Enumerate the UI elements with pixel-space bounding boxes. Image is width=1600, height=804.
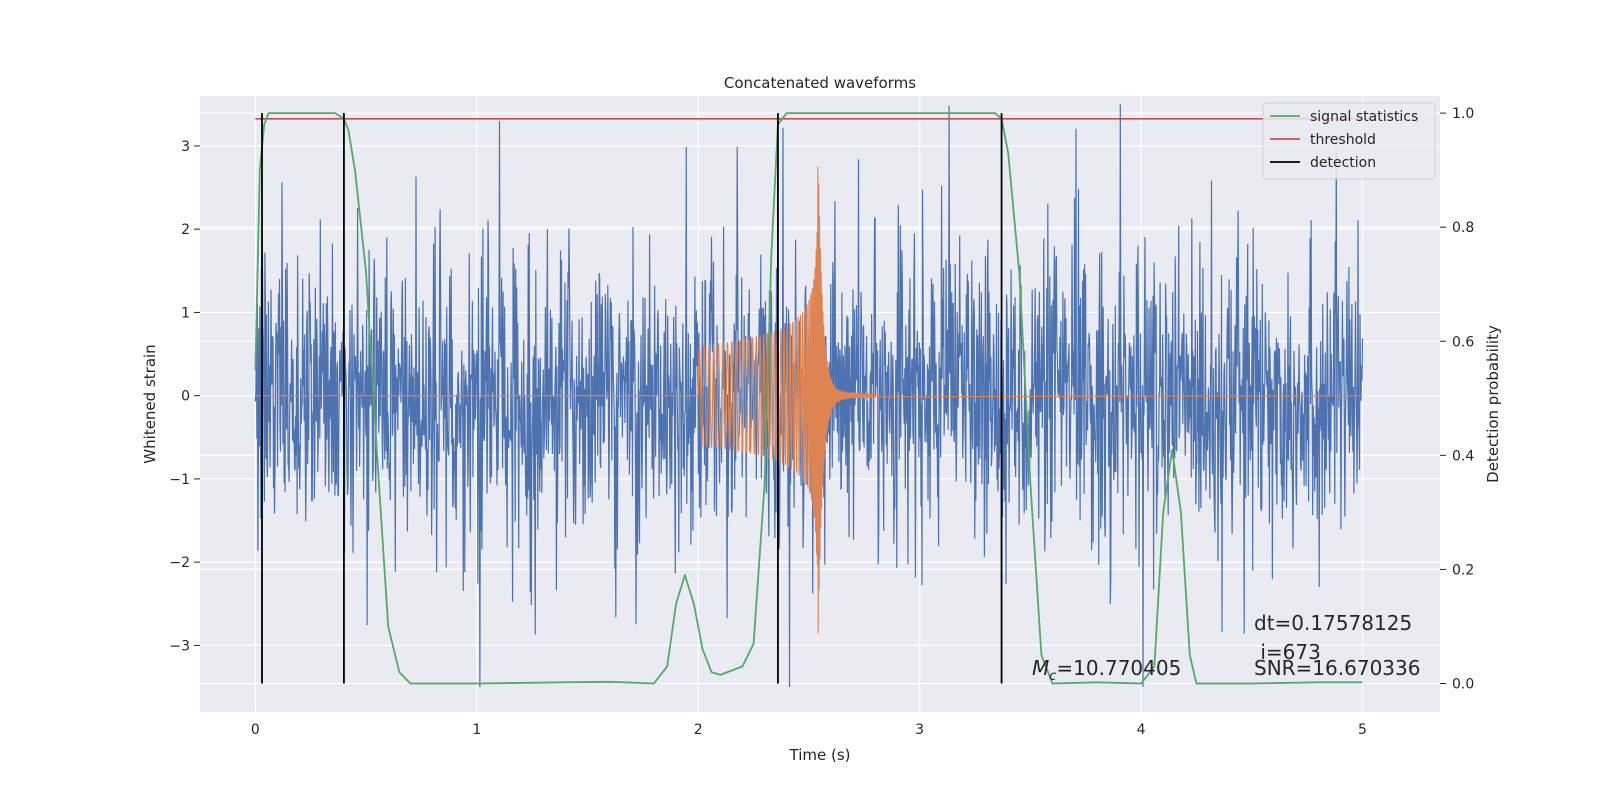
signal-statistics-line — [254, 112, 1363, 685]
y-right-tick-label: 0.0 — [1452, 676, 1474, 692]
chirp-mass-subscript: c — [1049, 669, 1056, 684]
x-tick-label: 1 — [472, 722, 481, 738]
legend-label-signal-statistics: signal statistics — [1310, 109, 1418, 125]
y-axis-label-left: Whitened strain — [141, 344, 159, 463]
x-tick-label: 4 — [1137, 722, 1146, 738]
legend-label-detection: detection — [1310, 155, 1376, 171]
axis-ticks: 0 1 2 3 4 5 −3 −2 −1 0 1 2 3 0.0 0.2 0.4 0.6 0.8 1.0 — [169, 106, 1474, 738]
y-left-tick-label: −2 — [169, 555, 190, 571]
y-left-tick-label: −1 — [169, 472, 190, 488]
index-annotation: i=673 — [1254, 640, 1321, 664]
x-tick-label: 0 — [251, 722, 260, 738]
x-tick-label: 2 — [694, 722, 703, 738]
y-right-tick-label: 0.8 — [1452, 220, 1474, 236]
y-left-tick-label: 1 — [181, 305, 190, 321]
y-right-tick-label: 1.0 — [1452, 106, 1474, 122]
y-right-tick-label: 0.4 — [1452, 448, 1474, 464]
snr-annotation: SNR=16.670336 — [1254, 656, 1420, 680]
y-left-tick-label: 3 — [181, 139, 190, 155]
template-line — [255, 166, 1363, 634]
chirp-mass-annotation: Mc=10.770405 — [1032, 656, 1181, 684]
y-axis-label-right: Detection probability — [1484, 325, 1502, 483]
x-axis-label: Time (s) — [789, 746, 851, 764]
signal-statistics-series — [254, 112, 1363, 685]
chirp-mass-symbol: M — [1032, 656, 1049, 680]
y-left-tick-label: 0 — [181, 389, 190, 405]
y-left-tick-label: −3 — [169, 638, 190, 654]
legend-label-threshold: threshold — [1310, 132, 1376, 148]
x-tick-label: 5 — [1358, 722, 1367, 738]
y-right-tick-label: 0.6 — [1452, 334, 1474, 350]
template-series — [255, 166, 1363, 634]
dt-annotation: dt=0.17578125 — [1254, 611, 1412, 635]
x-tick-label: 3 — [915, 722, 924, 738]
y-right-tick-label: 0.2 — [1452, 562, 1474, 578]
chart-title: Concatenated waveforms — [724, 74, 916, 92]
legend: signal statistics threshold detection — [1262, 102, 1436, 180]
legend-box — [1262, 102, 1436, 180]
y-left-tick-label: 2 — [181, 222, 190, 238]
detection-series — [261, 113, 1003, 684]
chirp-mass-value: =10.770405 — [1056, 656, 1181, 680]
